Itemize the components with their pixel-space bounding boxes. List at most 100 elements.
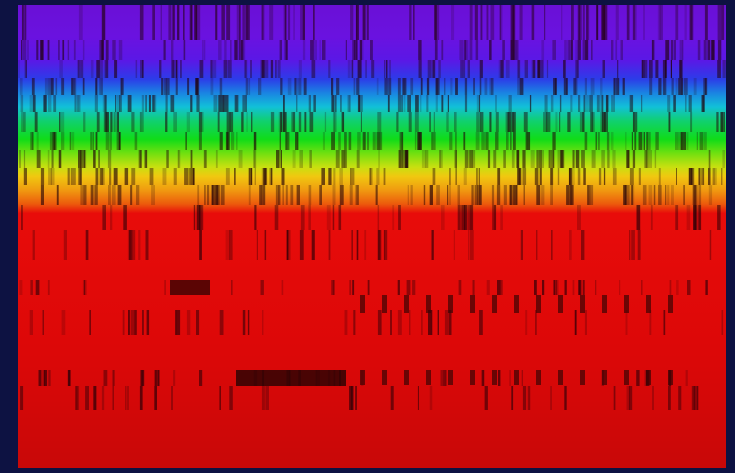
- absorption-line: [554, 280, 555, 295]
- absorption-line: [551, 230, 552, 260]
- absorption-line: [492, 185, 494, 205]
- absorption-line: [114, 168, 118, 185]
- absorption-line: [178, 150, 180, 168]
- absorption-line: [655, 150, 656, 168]
- absorption-line: [35, 112, 38, 132]
- absorption-line: [278, 60, 281, 78]
- absorption-line: [146, 230, 149, 260]
- absorption-line: [649, 60, 653, 78]
- absorption-line: [19, 60, 20, 78]
- absorption-line: [161, 78, 163, 95]
- absorption-line: [187, 310, 190, 335]
- absorption-line: [678, 386, 681, 410]
- absorption-line: [234, 40, 237, 60]
- absorption-line: [75, 95, 76, 112]
- absorption-line: [591, 185, 594, 205]
- absorption-line: [418, 386, 419, 410]
- absorption-line: [309, 95, 311, 112]
- absorption-line: [312, 60, 316, 78]
- absorption-line: [575, 40, 578, 60]
- absorption-line: [471, 185, 473, 205]
- absorption-line: [96, 168, 99, 185]
- absorption-line: [251, 112, 252, 132]
- absorption-line: [33, 95, 36, 112]
- absorption-line: [555, 78, 557, 95]
- absorption-line: [333, 185, 336, 205]
- absorption-line: [436, 185, 440, 205]
- absorption-line: [68, 40, 69, 60]
- absorption-line: [352, 280, 354, 295]
- absorption-line: [412, 280, 415, 295]
- absorption-line: [623, 78, 625, 95]
- absorption-line: [226, 5, 230, 40]
- absorption-line: [409, 310, 410, 335]
- absorption-line: [696, 386, 698, 410]
- absorption-line: [585, 78, 587, 95]
- absorption-line: [113, 386, 114, 410]
- absorption-line: [249, 168, 250, 185]
- absorption-line: [574, 310, 577, 335]
- absorption-line: [549, 150, 551, 168]
- absorption-line: [207, 185, 209, 205]
- absorption-line: [367, 5, 368, 40]
- absorption-line: [313, 5, 315, 40]
- absorption-line: [343, 112, 344, 132]
- absorption-line: [228, 60, 232, 78]
- absorption-line: [310, 112, 314, 132]
- absorption-line: [489, 40, 492, 60]
- absorption-line: [56, 78, 58, 95]
- absorption-line: [685, 5, 687, 40]
- absorption-line: [583, 168, 586, 185]
- absorption-line: [489, 78, 491, 95]
- absorption-line: [239, 5, 240, 40]
- absorption-line: [441, 95, 443, 112]
- absorption-line: [506, 60, 510, 78]
- absorption-line: [373, 132, 376, 150]
- absorption-line: [428, 60, 431, 78]
- absorption-line: [535, 310, 537, 335]
- absorption-line: [721, 5, 724, 40]
- absorption-line: [690, 5, 693, 40]
- absorption-line: [327, 205, 331, 230]
- absorption-line: [150, 168, 154, 185]
- absorption-line: [697, 132, 698, 150]
- absorption-line: [386, 60, 388, 78]
- absorption-line: [79, 5, 83, 40]
- absorption-line: [54, 132, 55, 150]
- absorption-line: [607, 132, 609, 150]
- absorption-line: [567, 112, 570, 132]
- absorption-line: [540, 168, 542, 185]
- absorption-line: [280, 132, 281, 150]
- absorption-line: [283, 95, 285, 112]
- absorption-line: [48, 370, 50, 386]
- absorption-line: [142, 310, 144, 335]
- absorption-line: [62, 310, 66, 335]
- absorption-line: [164, 280, 166, 295]
- absorption-line: [429, 112, 431, 132]
- absorption-line: [689, 95, 692, 112]
- absorption-line: [724, 112, 726, 132]
- absorption-line: [707, 5, 708, 40]
- absorption-line: [521, 230, 523, 260]
- absorption-line: [194, 205, 195, 230]
- absorption-line: [578, 5, 582, 40]
- absorption-line: [22, 5, 24, 40]
- absorption-line: [43, 95, 46, 112]
- absorption-line: [95, 78, 97, 95]
- absorption-line: [473, 280, 475, 295]
- absorption-line: [41, 185, 44, 205]
- absorption-line: [210, 60, 211, 78]
- absorption-line: [392, 205, 394, 230]
- absorption-line: [26, 60, 27, 78]
- absorption-line: [299, 78, 302, 95]
- absorption-line: [174, 168, 177, 185]
- absorption-line: [333, 205, 335, 230]
- absorption-line: [177, 310, 181, 335]
- absorption-line: [227, 132, 229, 150]
- absorption-line: [604, 5, 608, 40]
- absorption-line: [615, 40, 617, 60]
- absorption-line: [339, 205, 342, 230]
- absorption-line: [470, 370, 475, 385]
- absorption-line: [685, 95, 686, 112]
- absorption-line: [265, 60, 269, 78]
